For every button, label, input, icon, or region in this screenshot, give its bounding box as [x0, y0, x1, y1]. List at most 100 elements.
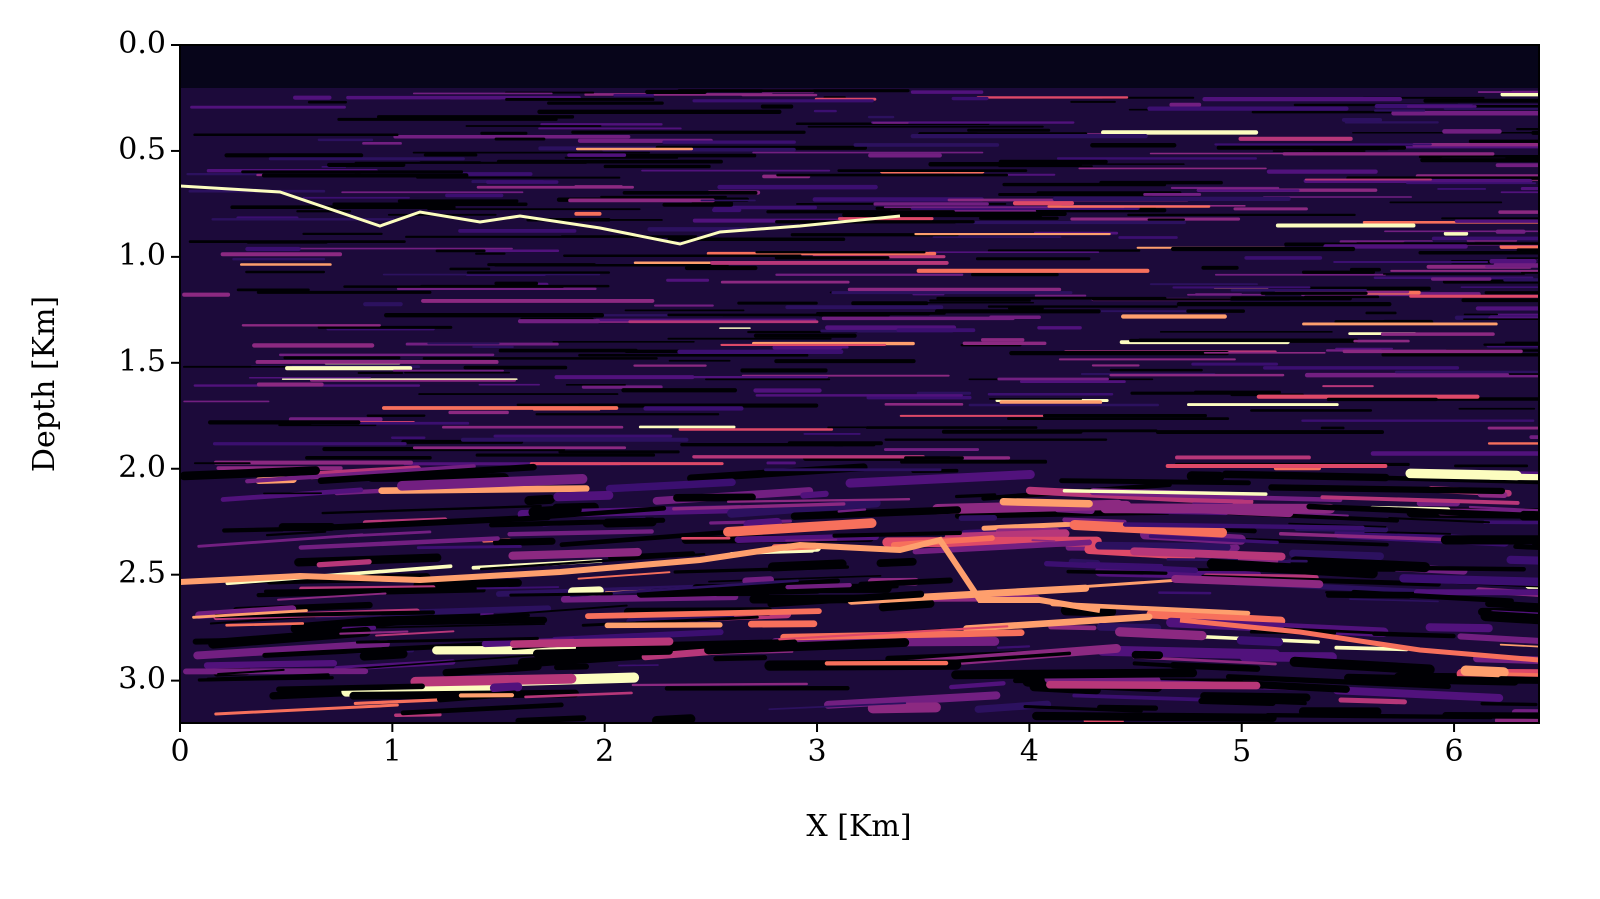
texture-streak	[1097, 645, 1281, 660]
texture-streak	[206, 673, 330, 682]
texture-streak	[1289, 549, 1384, 561]
texture-streak	[1442, 712, 1539, 719]
texture-streak	[1333, 686, 1504, 702]
y-tick-label: 2.5	[118, 556, 166, 591]
texture-streak	[618, 664, 659, 667]
texture-streak	[1023, 705, 1143, 713]
y-tick-label: 0.5	[118, 132, 166, 167]
y-tick-label: 3.0	[118, 662, 166, 697]
texture-streak	[1351, 589, 1514, 604]
texture-streak	[277, 592, 387, 601]
texture-streak	[507, 529, 654, 537]
texture-streak	[1236, 636, 1284, 647]
texture-streak	[1278, 531, 1443, 542]
texture-streak	[1349, 598, 1439, 603]
texture-streak	[510, 637, 674, 648]
texture-streak	[1485, 600, 1539, 610]
texture-streak	[1221, 470, 1390, 482]
texture-streak	[327, 514, 551, 531]
texture-streak	[214, 610, 435, 619]
texture-streak	[832, 530, 962, 538]
texture-streak	[996, 645, 1031, 649]
texture-streak	[515, 715, 587, 723]
x-axis-label: X [Km]	[806, 809, 911, 844]
plot-frame	[179, 44, 1540, 724]
texture-streak	[1170, 661, 1261, 672]
texture-streak	[790, 506, 962, 520]
texture-streak	[192, 637, 245, 645]
texture-streak	[353, 697, 449, 706]
texture-streak	[1158, 591, 1212, 595]
texture-streak	[726, 498, 911, 503]
texture-streak	[1405, 468, 1522, 481]
texture-streak	[378, 485, 590, 494]
texture-streak	[1096, 622, 1162, 632]
texture-streak	[1457, 633, 1539, 645]
texture-streak	[824, 691, 1001, 709]
texture-streak	[400, 702, 564, 716]
texture-streak	[489, 682, 523, 693]
texture-streak	[225, 622, 305, 627]
texture-streak	[778, 625, 1009, 641]
texture-streak	[214, 703, 399, 716]
texture-streak	[649, 578, 841, 594]
texture-streak	[949, 681, 1006, 690]
texture-streak	[951, 668, 1198, 680]
texture-streak	[785, 538, 838, 542]
x-tick-label: 6	[1445, 734, 1464, 769]
texture-horizon	[1179, 617, 1539, 663]
texture-streak	[631, 682, 808, 687]
texture-streak	[708, 574, 882, 583]
texture-streak	[1225, 674, 1451, 690]
texture-streak	[651, 714, 696, 723]
texture-streak	[981, 521, 1079, 531]
texture-streak	[1369, 475, 1539, 485]
texture-streak	[602, 517, 657, 528]
texture-streak	[767, 559, 847, 572]
texture-streak	[316, 559, 372, 568]
texture-streak	[1171, 574, 1324, 589]
texture-streak	[1468, 505, 1539, 512]
texture-horizon	[180, 536, 1101, 613]
texture-streak	[974, 700, 1052, 713]
texture-streak	[375, 630, 455, 637]
texture-streak	[1499, 643, 1539, 648]
texture-streak	[1069, 519, 1227, 538]
texture-streak	[845, 469, 1035, 488]
texture-streak	[1216, 698, 1307, 706]
texture-streak	[1399, 574, 1539, 587]
texture-streak	[1494, 716, 1539, 723]
texture-streak	[1097, 704, 1159, 711]
texture-streak	[263, 586, 477, 594]
texture-streak	[197, 533, 364, 548]
texture-streak	[416, 544, 522, 550]
texture-streak	[948, 651, 1072, 664]
texture-horizon	[180, 184, 901, 246]
texture-streak	[1122, 522, 1365, 531]
texture-streak	[195, 605, 297, 619]
texture-streak	[532, 646, 673, 658]
texture-streak	[1498, 676, 1539, 683]
texture-streak	[673, 565, 849, 574]
texture-streak	[317, 463, 537, 485]
texture-streak	[410, 673, 577, 687]
texture-streak	[1306, 503, 1539, 519]
texture-streak	[256, 588, 486, 598]
texture-streak	[999, 498, 1093, 508]
texture-streak	[768, 702, 907, 711]
texture-streak	[298, 536, 500, 550]
texture-streak	[1480, 610, 1539, 625]
y-axis-label: Depth [Km]	[27, 296, 62, 472]
texture-streak	[1146, 609, 1286, 626]
y-tick-label: 1.0	[118, 238, 166, 273]
texture-streak	[1044, 560, 1199, 573]
texture-streak	[1460, 665, 1509, 678]
texture-streak	[359, 649, 408, 661]
texture-streak	[339, 630, 409, 635]
texture-streak	[560, 593, 739, 603]
texture-streak	[1338, 697, 1407, 705]
texture-streak	[673, 493, 756, 502]
texture-streak	[1477, 491, 1508, 499]
texture-streak	[180, 466, 321, 481]
